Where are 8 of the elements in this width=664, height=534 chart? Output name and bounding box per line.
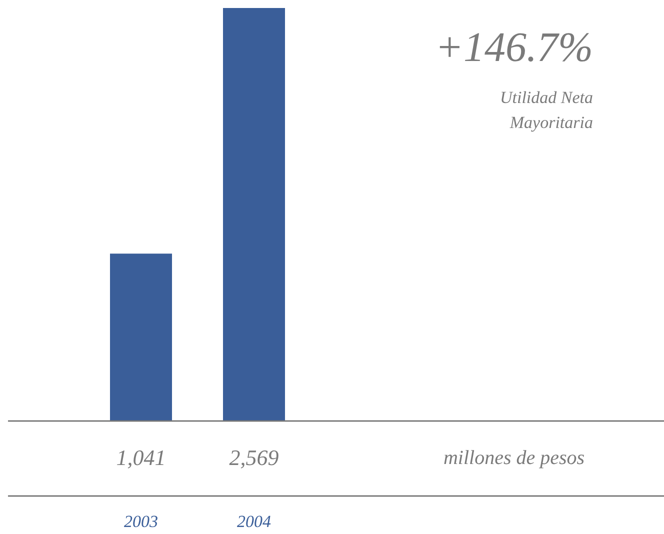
x-tick-label: 2004	[237, 512, 272, 531]
text: Utilidad Neta	[500, 88, 593, 107]
text: Mayoritaria	[508, 113, 593, 132]
x-tick-label: 2003	[124, 512, 158, 531]
data-label: 1,041	[116, 445, 166, 470]
text: millones de pesos	[443, 447, 585, 469]
text: +146.7%	[435, 25, 593, 71]
data-label: 2,569	[229, 445, 279, 470]
